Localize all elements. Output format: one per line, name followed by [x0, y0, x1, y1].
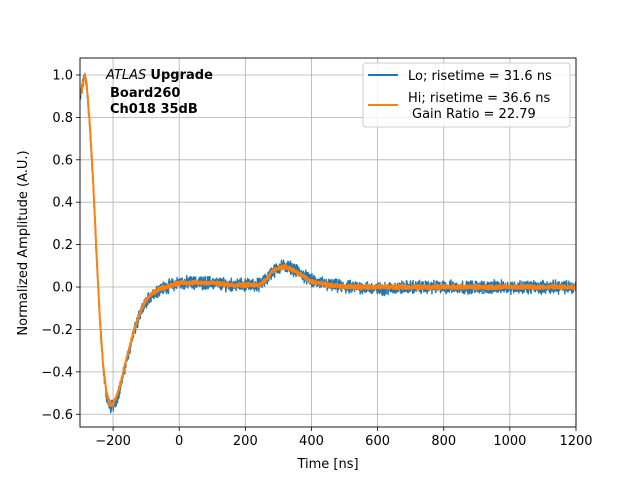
x-tick-label: 1000 [493, 434, 526, 449]
y-tick-label: 0.4 [52, 196, 73, 211]
x-tick-label: −200 [95, 434, 131, 449]
x-axis-label: Time [ns] [296, 457, 358, 472]
x-tick-label: 0 [175, 434, 183, 449]
legend-box [362, 62, 571, 128]
y-tick-label: −0.4 [41, 365, 73, 380]
y-tick-label: −0.2 [41, 323, 73, 338]
y-tick-label: 0.8 [52, 111, 73, 126]
y-tick-label: −0.6 [41, 408, 73, 423]
legend-label-hi: Hi; risetime = 36.6 ns [408, 91, 550, 106]
y-axis: −0.6 −0.4 −0.2 0.0 0.2 0.4 0.6 0.8 1.0 [41, 68, 80, 423]
x-axis: −200 0 200 400 600 800 1000 1200 [95, 427, 593, 449]
atlas-annotation: ATLAS Upgrade Board260 Ch018 35dB [105, 68, 213, 117]
x-tick-label: 1200 [559, 434, 592, 449]
y-tick-label: 0.6 [52, 153, 73, 168]
legend-label-gain-ratio: Gain Ratio = 22.79 [412, 107, 536, 122]
plot-area [80, 72, 576, 414]
y-axis-label: Normalized Amplitude (A.U.) [16, 150, 31, 335]
series-hi-line [80, 74, 576, 408]
x-tick-label: 400 [299, 434, 324, 449]
y-tick-label: 1.0 [52, 68, 73, 83]
legend-label-lo: Lo; risetime = 31.6 ns [408, 69, 552, 84]
x-tick-label: 800 [431, 434, 456, 449]
board-label: Board260 [110, 86, 180, 101]
series-group [80, 72, 576, 414]
x-tick-label: 200 [233, 434, 258, 449]
x-tick-label: 600 [365, 434, 390, 449]
y-tick-label: 0.2 [52, 238, 73, 253]
legend: Lo; risetime = 31.6 ns Hi; risetime = 36… [362, 62, 571, 128]
atlas-text: ATLAS [105, 68, 146, 83]
plot-frame [79, 57, 577, 428]
upgrade-text: Upgrade [150, 68, 213, 83]
channel-label: Ch018 35dB [110, 102, 198, 117]
atlas-label-line1: ATLAS Upgrade [105, 68, 213, 83]
y-tick-label: 0.0 [52, 281, 73, 296]
